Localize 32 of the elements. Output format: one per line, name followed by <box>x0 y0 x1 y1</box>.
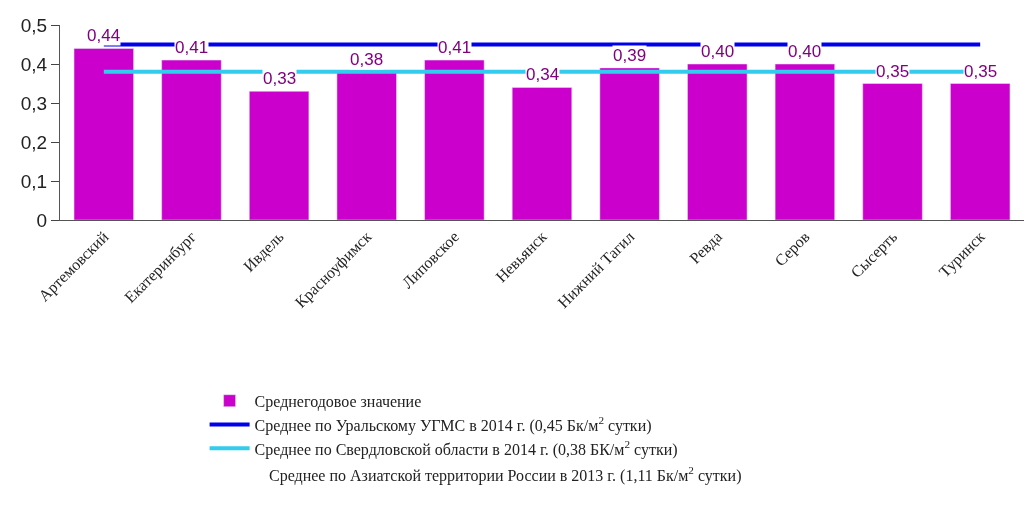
bar <box>862 83 923 220</box>
bar <box>424 59 485 220</box>
bar <box>161 59 222 220</box>
data-label: 0,34 <box>526 65 560 84</box>
bar <box>950 83 1011 220</box>
data-label: 0,41 <box>438 38 472 57</box>
data-label: 0,44 <box>87 26 121 45</box>
bar <box>511 87 573 220</box>
bar <box>249 91 310 220</box>
data-label: 0,40 <box>701 42 735 61</box>
bar <box>687 63 748 220</box>
y-tick-label: 0,4 <box>20 53 48 75</box>
legend-label: Среднее по Уральскому УГМС в 2014 г. (0,45 Бк/м$^{2}$ сутки) <box>254 414 652 435</box>
bar <box>336 71 397 220</box>
data-label: 0,41 <box>175 38 209 57</box>
data-label: 0,35 <box>964 62 998 81</box>
data-label: 0,33 <box>263 69 297 88</box>
data-label: 0,40 <box>788 42 822 61</box>
y-tick-label: 0,1 <box>20 170 48 192</box>
text: Среднее по Азиатской территории России в 2013 г. (1,11 Бк/м$^{2}$ сутки) <box>269 464 742 485</box>
data-label: 0,39 <box>613 46 647 65</box>
y-tick-label: 0,2 <box>20 131 48 153</box>
y-tick-label: 0 <box>36 209 48 231</box>
y-tick-label: 0,5 <box>20 14 48 36</box>
legend-label: Среднее по Свердловской области в 2014 г. (0,38 БК/м$^{2}$ сутки) <box>254 437 678 459</box>
bar <box>73 48 134 220</box>
bar <box>774 63 835 220</box>
y-tick-label: 0,3 <box>20 92 48 114</box>
bar <box>599 67 660 220</box>
legend-label: Среднегодовое значение <box>254 392 422 411</box>
data-label: 0,35 <box>876 62 910 81</box>
data-label: 0,38 <box>350 50 384 69</box>
